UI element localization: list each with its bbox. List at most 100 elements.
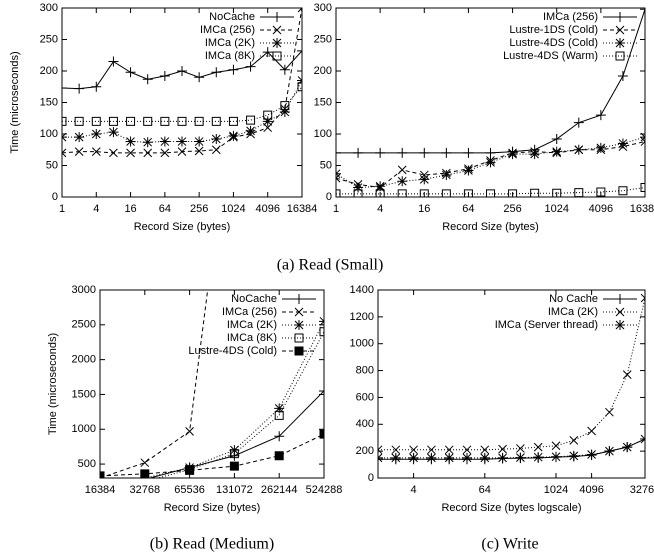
x-tick-label: 1024	[544, 484, 568, 496]
marker	[177, 136, 187, 147]
marker	[419, 174, 430, 185]
marker	[140, 469, 150, 478]
marker	[62, 116, 67, 126]
marker	[177, 116, 187, 126]
marker	[211, 67, 222, 78]
x-axis-label: Record Size (bytes)	[134, 221, 231, 233]
marker	[640, 293, 645, 303]
legend-marker	[272, 25, 282, 35]
marker	[126, 148, 135, 158]
marker	[142, 137, 153, 148]
y-tick-label: 500	[78, 458, 96, 470]
y-tick-label: 100	[40, 128, 58, 140]
x-tick-label: 16384	[287, 203, 318, 215]
marker	[573, 144, 584, 155]
marker	[229, 445, 240, 456]
marker	[159, 136, 170, 147]
marker	[336, 147, 341, 158]
marker	[516, 444, 525, 453]
legend-marker	[272, 51, 282, 61]
marker	[529, 149, 540, 160]
marker	[185, 465, 195, 475]
marker	[279, 64, 290, 75]
marker	[74, 116, 84, 126]
legend-label: No Cache	[549, 293, 598, 305]
legend-label: NoCache	[209, 11, 255, 23]
marker	[462, 452, 472, 463]
marker	[319, 429, 324, 439]
series-line	[378, 438, 645, 459]
marker	[444, 452, 455, 463]
x-tick-label: 16384	[85, 484, 116, 496]
marker	[143, 116, 153, 126]
marker	[479, 452, 490, 463]
series-line	[140, 321, 324, 478]
y-tick-label: 50	[320, 159, 332, 171]
marker	[533, 452, 544, 463]
marker	[441, 189, 451, 197]
marker	[595, 110, 606, 121]
marker	[640, 8, 645, 15]
marker	[587, 426, 596, 436]
marker	[194, 136, 205, 147]
caption: (b) Read (Medium)	[150, 536, 274, 553]
legend-marker	[272, 12, 282, 22]
marker	[463, 147, 474, 158]
marker	[194, 146, 204, 156]
marker	[515, 452, 526, 463]
marker	[297, 45, 302, 56]
marker	[262, 116, 273, 127]
marker	[497, 452, 508, 463]
marker	[444, 445, 454, 455]
marker	[177, 147, 187, 156]
x-tick-label: 64	[479, 484, 491, 496]
x-tick-label: 256	[190, 203, 208, 215]
x-tick-label: 4	[93, 203, 99, 215]
y-tick-label: 150	[40, 96, 58, 108]
marker	[353, 182, 364, 193]
series-line	[100, 290, 209, 478]
y-tick-label: 250	[314, 33, 332, 45]
marker	[62, 83, 67, 94]
marker	[378, 445, 383, 455]
marker	[604, 446, 615, 457]
marker	[551, 146, 562, 157]
marker	[640, 434, 645, 445]
x-tick-label: 32768	[630, 484, 654, 496]
y-tick-label: 0	[52, 191, 58, 203]
marker	[486, 189, 495, 197]
legend-marker	[615, 294, 625, 304]
marker	[419, 147, 430, 158]
marker	[375, 147, 386, 158]
marker	[211, 134, 222, 145]
x-tick-label: 256	[503, 203, 521, 215]
marker	[125, 136, 136, 147]
y-tick-label: 300	[40, 2, 58, 14]
marker	[551, 441, 561, 451]
marker	[378, 452, 383, 463]
y-tick-label: 1200	[350, 311, 374, 323]
marker	[617, 71, 628, 82]
marker	[622, 442, 633, 453]
y-tick-label: 200	[314, 65, 332, 77]
plot-area	[336, 8, 645, 197]
marker	[596, 187, 606, 197]
legend-marker	[615, 320, 625, 330]
marker	[480, 445, 490, 455]
series-line	[156, 331, 324, 478]
marker	[319, 385, 324, 396]
marker	[108, 56, 119, 67]
legend-label: IMCa (256)	[543, 11, 598, 23]
legend-marker	[615, 25, 625, 35]
marker	[397, 189, 407, 197]
marker	[194, 72, 205, 83]
marker	[194, 116, 204, 126]
marker	[125, 67, 136, 78]
x-tick-label: 1024	[544, 203, 568, 215]
marker	[530, 188, 540, 197]
y-tick-label: 1400	[350, 284, 374, 296]
marker	[397, 176, 408, 187]
marker	[408, 452, 419, 463]
marker	[230, 77, 238, 85]
